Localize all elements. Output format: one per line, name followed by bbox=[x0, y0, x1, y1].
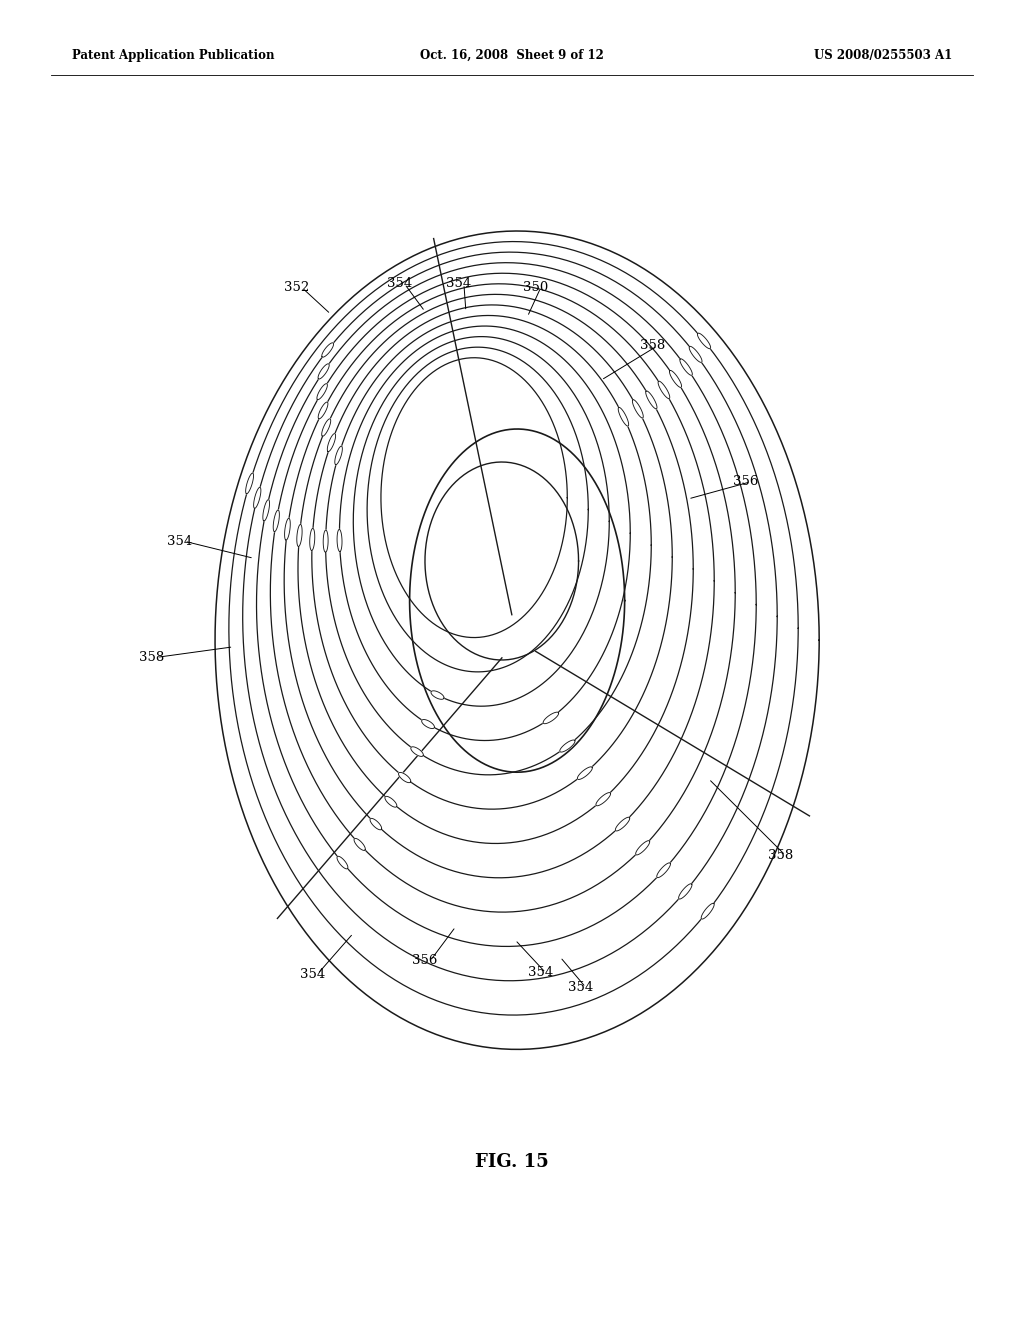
Text: 358: 358 bbox=[139, 651, 164, 664]
Text: 354: 354 bbox=[387, 277, 412, 290]
Polygon shape bbox=[318, 364, 329, 379]
Polygon shape bbox=[431, 690, 444, 700]
Text: 354: 354 bbox=[446, 277, 471, 290]
Polygon shape bbox=[658, 381, 670, 399]
Polygon shape bbox=[636, 841, 649, 855]
Polygon shape bbox=[560, 741, 575, 752]
Polygon shape bbox=[273, 510, 280, 532]
Polygon shape bbox=[701, 903, 714, 919]
Polygon shape bbox=[385, 796, 397, 807]
Polygon shape bbox=[370, 818, 382, 830]
Polygon shape bbox=[254, 487, 261, 508]
Polygon shape bbox=[615, 817, 630, 832]
Polygon shape bbox=[596, 792, 610, 805]
Polygon shape bbox=[679, 883, 692, 899]
Text: Patent Application Publication: Patent Application Publication bbox=[72, 49, 274, 62]
Polygon shape bbox=[309, 528, 314, 550]
Polygon shape bbox=[328, 433, 336, 451]
Polygon shape bbox=[324, 531, 328, 552]
Polygon shape bbox=[316, 384, 328, 400]
Text: Oct. 16, 2008  Sheet 9 of 12: Oct. 16, 2008 Sheet 9 of 12 bbox=[420, 49, 604, 62]
Polygon shape bbox=[297, 524, 302, 546]
Polygon shape bbox=[422, 719, 434, 729]
Text: US 2008/0255503 A1: US 2008/0255503 A1 bbox=[814, 49, 952, 62]
Text: 358: 358 bbox=[640, 339, 665, 352]
Polygon shape bbox=[285, 519, 290, 540]
Polygon shape bbox=[322, 343, 334, 358]
Polygon shape bbox=[646, 391, 657, 409]
Polygon shape bbox=[318, 403, 328, 418]
Polygon shape bbox=[411, 747, 423, 756]
Polygon shape bbox=[680, 359, 692, 375]
Polygon shape bbox=[246, 473, 254, 494]
Polygon shape bbox=[578, 767, 592, 780]
Polygon shape bbox=[337, 857, 348, 869]
Polygon shape bbox=[670, 371, 682, 388]
Polygon shape bbox=[337, 529, 342, 552]
Text: 354: 354 bbox=[568, 981, 593, 994]
Polygon shape bbox=[689, 346, 702, 363]
Polygon shape bbox=[263, 500, 269, 521]
Text: 350: 350 bbox=[523, 281, 548, 294]
Polygon shape bbox=[335, 446, 342, 465]
Polygon shape bbox=[354, 838, 366, 850]
Text: 356: 356 bbox=[733, 475, 758, 488]
Text: 358: 358 bbox=[768, 849, 793, 862]
Polygon shape bbox=[543, 713, 559, 723]
Text: 354: 354 bbox=[300, 968, 325, 981]
Text: 356: 356 bbox=[413, 954, 437, 968]
Polygon shape bbox=[618, 408, 629, 426]
Polygon shape bbox=[656, 863, 671, 878]
Polygon shape bbox=[322, 418, 331, 436]
Polygon shape bbox=[697, 333, 711, 348]
Text: FIG. 15: FIG. 15 bbox=[475, 1152, 549, 1171]
Text: 352: 352 bbox=[285, 281, 309, 294]
Polygon shape bbox=[398, 772, 411, 783]
Text: 354: 354 bbox=[528, 966, 553, 979]
Text: 354: 354 bbox=[167, 535, 191, 548]
Polygon shape bbox=[633, 400, 643, 418]
